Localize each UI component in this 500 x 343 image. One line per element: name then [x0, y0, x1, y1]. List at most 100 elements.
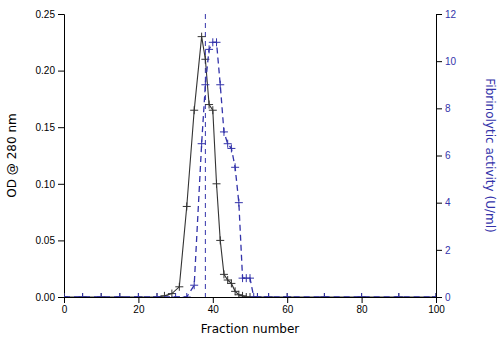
x-axis-tick: 20	[133, 297, 145, 315]
series-marker	[209, 106, 217, 114]
x-axis-tick: 60	[282, 297, 294, 315]
series-marker	[175, 283, 183, 291]
series-marker	[190, 281, 198, 289]
series-marker	[213, 180, 221, 188]
series-marker	[198, 33, 206, 41]
y-axis-tick: 0.00	[36, 292, 64, 303]
y2-axis-tick-mark	[436, 14, 442, 15]
chart: 0 20 40 60 80 100 0.00 0.05 0.10 0.15 0.20 0.25 0 2 4 6…	[0, 0, 500, 343]
y-axis-line	[58, 15, 65, 298]
y2-axis-tick: 2	[436, 245, 451, 256]
y2-axis-tick-mark	[436, 297, 442, 298]
x-axis-tick-label: 80	[357, 304, 369, 315]
series-marker	[224, 276, 232, 284]
x-axis-tick-mark	[138, 297, 139, 303]
series-marker	[283, 293, 291, 297]
y2-axis-tick-mark	[436, 203, 442, 204]
y-axis-tick-mark	[58, 127, 64, 128]
x-axis-tick-mark	[213, 297, 214, 303]
y2-axis-line	[437, 15, 443, 298]
series-marker	[231, 163, 239, 171]
y-axis-tick-label: 0.20	[36, 65, 56, 76]
x-axis-line	[65, 298, 437, 304]
y-axis-tick-mark	[58, 71, 64, 72]
y-axis-tick: 0.15	[36, 122, 64, 133]
y2-axis-tick-label: 0	[445, 292, 451, 303]
y2-axis-tick: 0	[436, 292, 451, 303]
x-axis-tick-label: 0	[62, 304, 68, 315]
y-axis-tick-mark	[58, 297, 64, 298]
y-axis-title: OD @ 280 nm	[5, 113, 19, 197]
x-axis-tick-label: 20	[133, 304, 145, 315]
x-axis-title: Fraction number	[201, 322, 300, 336]
x-axis-tick-label: 60	[282, 304, 294, 315]
y-axis-tick-mark	[58, 240, 64, 241]
x-axis-tick-mark	[362, 297, 363, 303]
y2-axis-tick: 4	[436, 197, 451, 208]
y-axis-tick: 0.20	[36, 65, 64, 76]
series-marker	[224, 140, 232, 148]
series-marker	[198, 140, 206, 148]
series-marker	[220, 270, 228, 278]
x-axis-tick-label: 100	[428, 304, 445, 315]
series-marker	[246, 293, 254, 297]
x-axis: 0 20 40 60 80 100	[62, 297, 446, 315]
y2-axis-tick-mark	[436, 250, 442, 251]
y-axis-tick: 0.05	[36, 235, 64, 246]
y-axis-tick-label: 0.15	[36, 122, 56, 133]
series-marker	[190, 106, 198, 114]
y-axis-tick: 0.25	[36, 9, 64, 20]
series-marker	[216, 81, 224, 89]
y2-axis-tick-label: 8	[445, 103, 451, 114]
y-axis: 0.00 0.05 0.10 0.15 0.20 0.25	[36, 9, 65, 303]
x-axis-tick: 100	[428, 297, 445, 315]
y2-axis-tick: 8	[436, 103, 451, 114]
series-marker	[395, 293, 403, 297]
series-marker	[227, 279, 235, 287]
series-marker	[213, 38, 221, 46]
y2-axis-tick-mark	[436, 156, 442, 157]
x-axis-tick-label: 40	[208, 304, 220, 315]
y2-axis-tick-label: 12	[445, 9, 457, 20]
series-marker	[432, 293, 436, 297]
series-marker	[97, 293, 105, 297]
y-axis-tick: 0.10	[36, 179, 64, 190]
series-marker	[242, 293, 250, 297]
x-axis-tick-mark	[287, 297, 288, 303]
y2-axis-tick: 12	[436, 9, 457, 20]
series-line	[64, 37, 436, 297]
y2-axis-tick-label: 2	[445, 245, 451, 256]
x-axis-tick: 80	[357, 297, 369, 315]
y2-axis-tick: 6	[436, 150, 451, 161]
y2-axis: 0 2 4 6 8 10 12	[436, 9, 457, 303]
y2-axis-title: Fibrinolytic activity (U/ml)	[483, 78, 497, 232]
series-marker	[172, 293, 180, 297]
series-marker	[246, 274, 254, 282]
y2-axis-tick-label: 4	[445, 197, 451, 208]
series-marker	[265, 293, 273, 297]
series-marker	[183, 202, 191, 210]
series-marker	[235, 199, 243, 207]
series-marker	[220, 128, 228, 136]
series-marker	[64, 293, 68, 297]
y2-axis-tick-mark	[436, 108, 442, 109]
y-axis-tick-label: 0.00	[36, 292, 56, 303]
series-marker	[183, 293, 191, 297]
series-marker	[153, 293, 161, 297]
series-marker	[201, 81, 209, 89]
x-axis-tick: 40	[208, 297, 220, 315]
series-marker	[250, 293, 258, 297]
y-axis-tick-mark	[58, 14, 64, 15]
y-axis-tick-label: 0.10	[36, 179, 56, 190]
series-marker	[227, 144, 235, 152]
series-marker	[231, 287, 239, 295]
series-marker	[216, 236, 224, 244]
series-marker	[134, 293, 142, 297]
series-marker	[79, 293, 87, 297]
series-marker	[168, 290, 176, 297]
y-axis-tick-label: 0.05	[36, 235, 56, 246]
y-axis-tick-mark	[58, 184, 64, 185]
series-line	[64, 42, 436, 297]
y-axis-tick-label: 0.25	[36, 9, 56, 20]
y2-axis-tick-label: 10	[445, 56, 457, 67]
